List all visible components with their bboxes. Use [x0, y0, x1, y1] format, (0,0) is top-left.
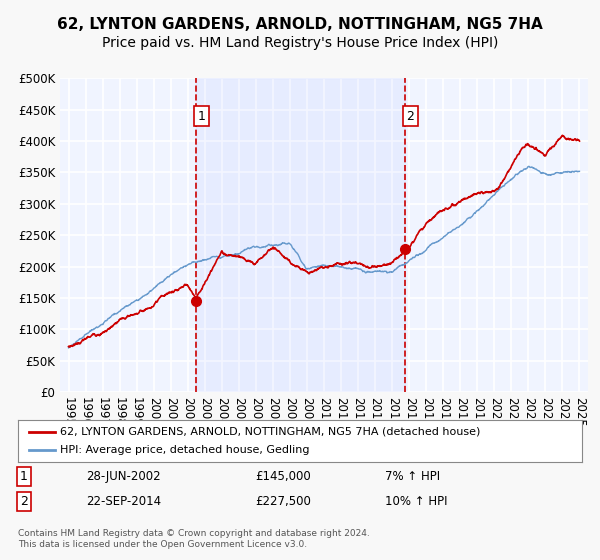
Text: 2: 2	[20, 494, 28, 508]
Text: 7% ↑ HPI: 7% ↑ HPI	[385, 470, 440, 483]
Text: £227,500: £227,500	[255, 494, 311, 508]
Text: 62, LYNTON GARDENS, ARNOLD, NOTTINGHAM, NG5 7HA (detached house): 62, LYNTON GARDENS, ARNOLD, NOTTINGHAM, …	[60, 427, 481, 437]
Text: Price paid vs. HM Land Registry's House Price Index (HPI): Price paid vs. HM Land Registry's House …	[102, 36, 498, 50]
Text: 1: 1	[20, 470, 28, 483]
Text: 2: 2	[406, 110, 414, 123]
Text: 62, LYNTON GARDENS, ARNOLD, NOTTINGHAM, NG5 7HA: 62, LYNTON GARDENS, ARNOLD, NOTTINGHAM, …	[57, 17, 543, 32]
Text: 10% ↑ HPI: 10% ↑ HPI	[385, 494, 447, 508]
Text: 1: 1	[198, 110, 206, 123]
Bar	[196, 78, 404, 392]
Text: HPI: Average price, detached house, Gedling: HPI: Average price, detached house, Gedl…	[60, 445, 310, 455]
Text: Contains HM Land Registry data © Crown copyright and database right 2024.
This d: Contains HM Land Registry data © Crown c…	[18, 529, 370, 549]
Text: 28-JUN-2002: 28-JUN-2002	[86, 470, 160, 483]
Text: £145,000: £145,000	[255, 470, 311, 483]
Text: 22-SEP-2014: 22-SEP-2014	[86, 494, 161, 508]
